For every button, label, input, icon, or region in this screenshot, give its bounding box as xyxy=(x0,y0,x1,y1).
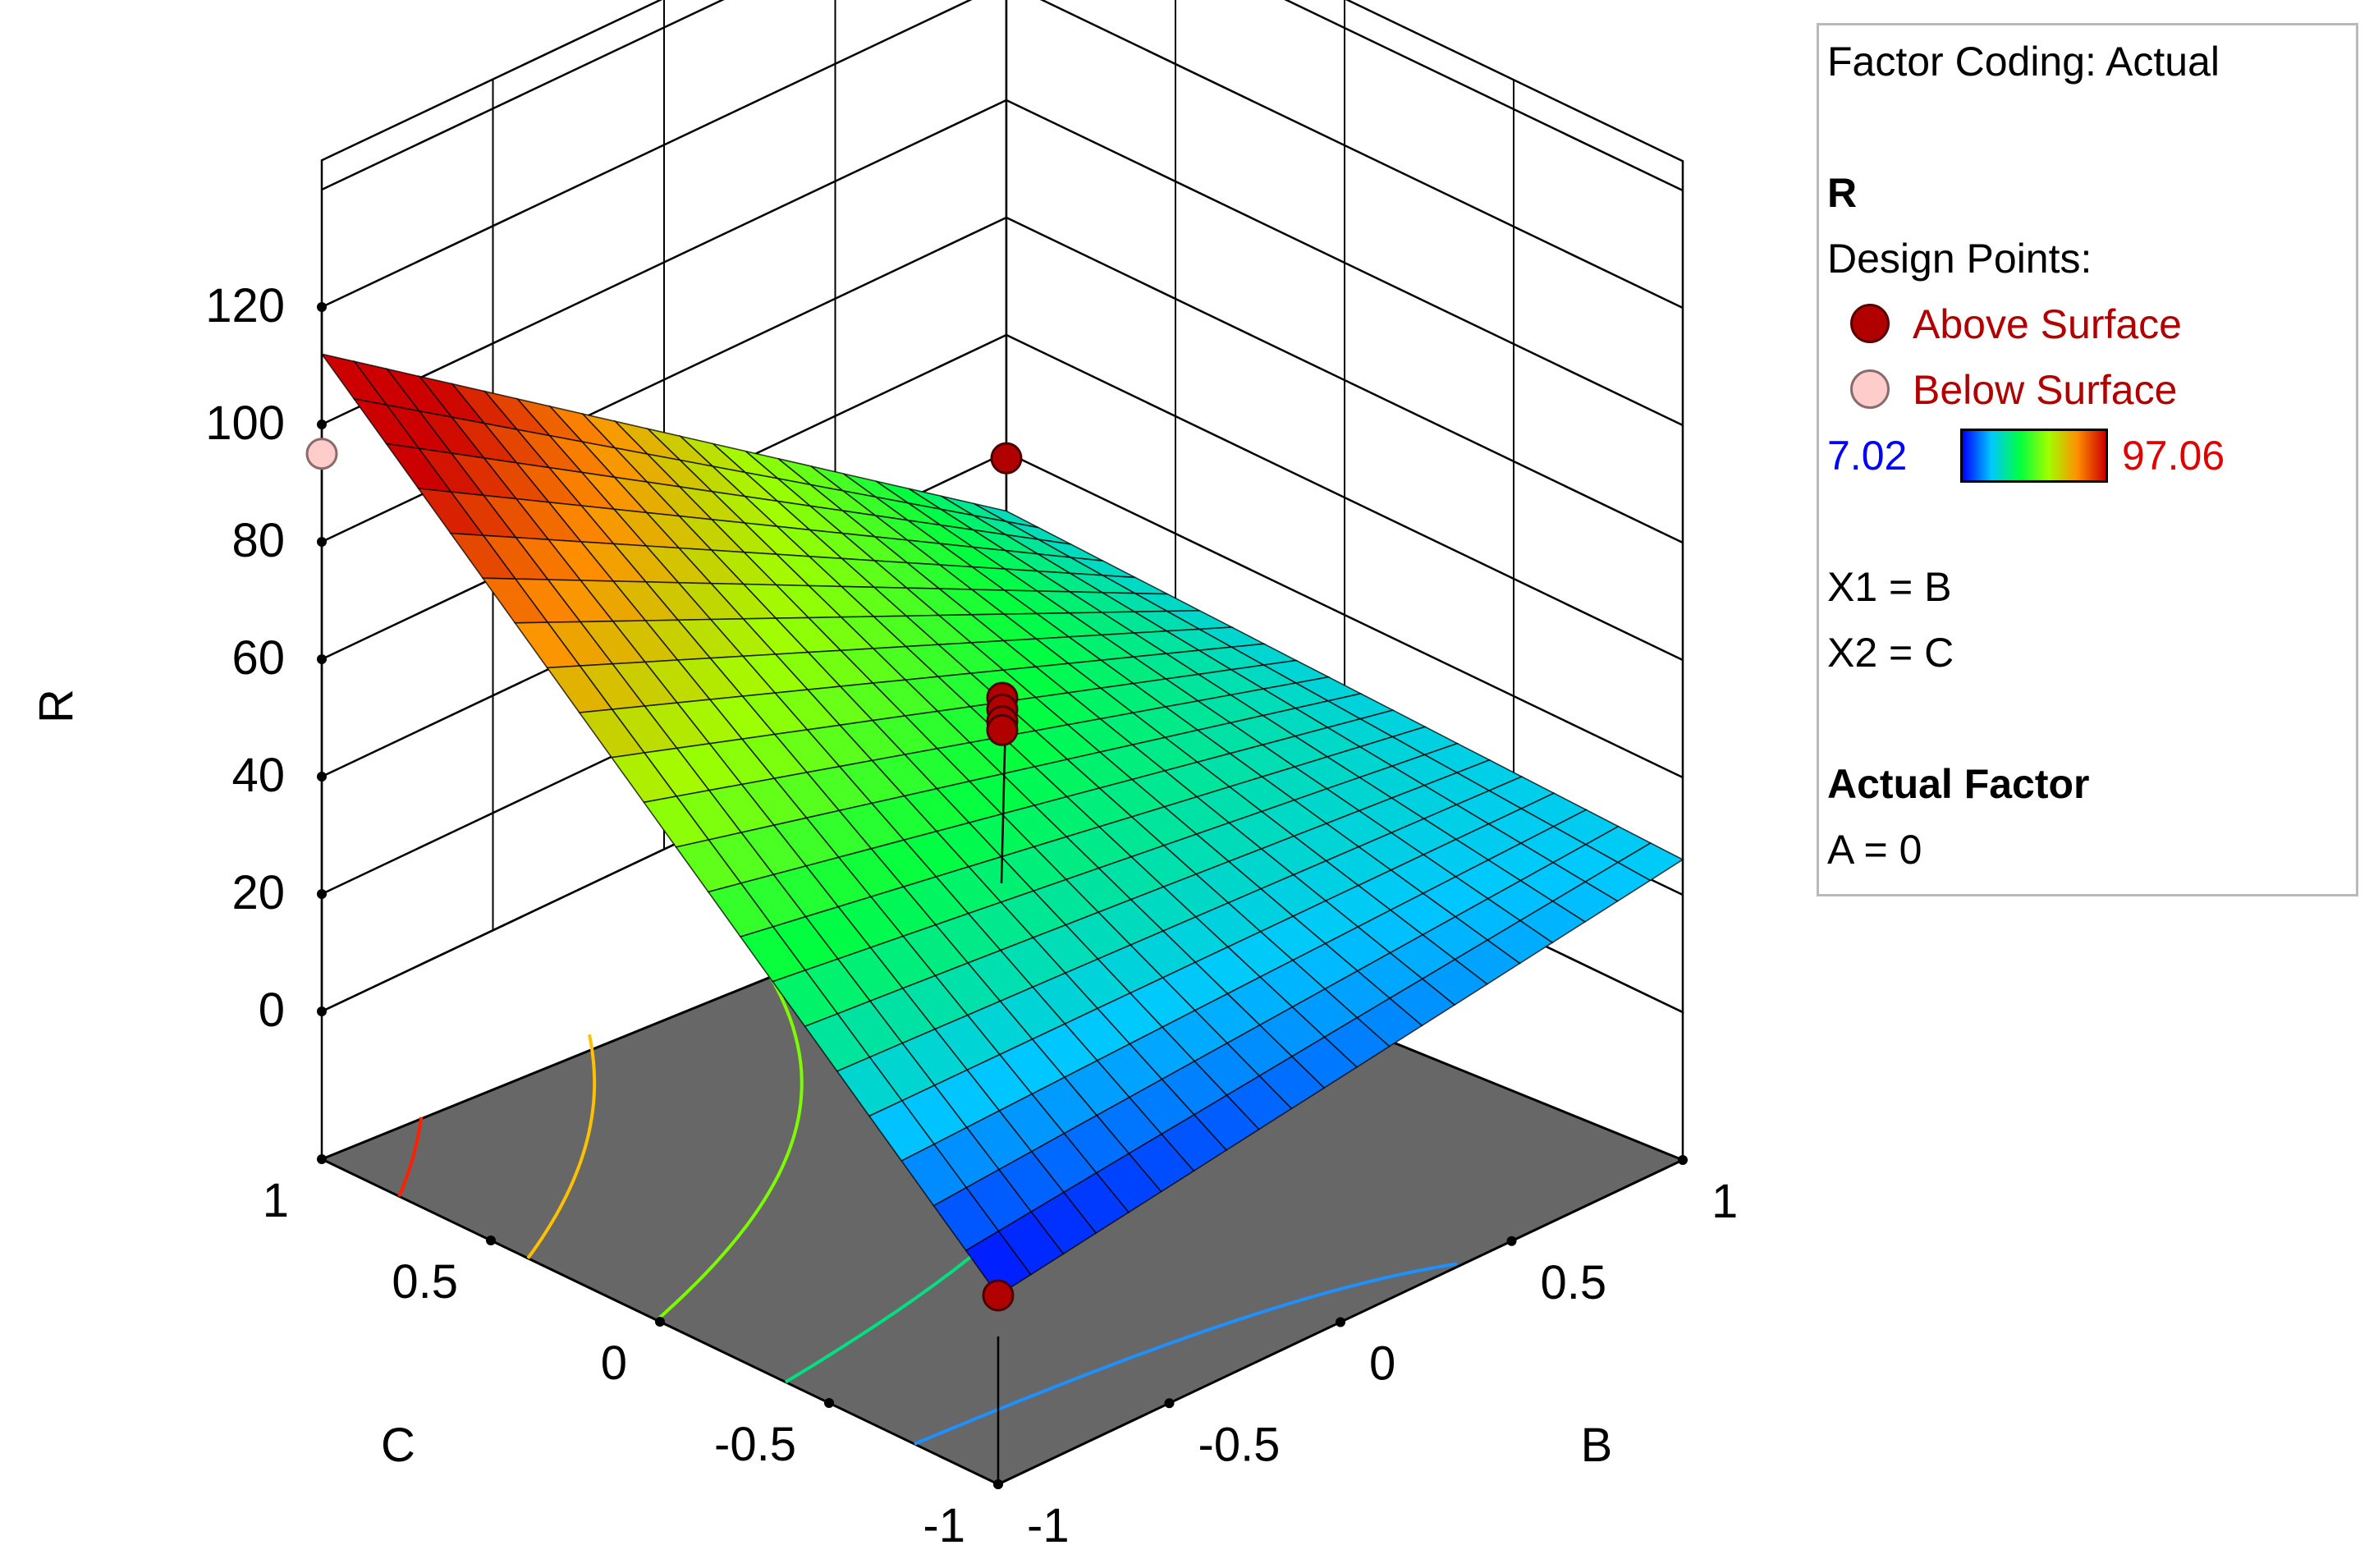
b-tick-mark xyxy=(1336,1317,1345,1327)
legend-above-surface: Above Surface xyxy=(1913,301,2182,347)
z-tick-label: 60 xyxy=(231,631,285,685)
b-tick-label: 1 xyxy=(1711,1175,1738,1228)
z-tick-label: 80 xyxy=(231,514,285,567)
legend-below-surface: Below Surface xyxy=(1913,367,2178,413)
legend-actual-factor-value: A = 0 xyxy=(1827,827,1922,873)
c-tick-label: 0 xyxy=(601,1336,627,1390)
b-tick-mark xyxy=(1678,1155,1688,1165)
legend-x2: X2 = C xyxy=(1827,630,1954,676)
z-tick-mark xyxy=(317,772,327,782)
colorbar-max-label: 97.06 xyxy=(2122,433,2225,479)
b-axis-title: B xyxy=(1581,1419,1613,1472)
b-tick-mark xyxy=(1164,1398,1175,1409)
contour-line-20 xyxy=(914,1262,1458,1446)
z-tick-label: 20 xyxy=(231,866,285,919)
c-tick-mark xyxy=(824,1398,834,1408)
c-tick-mark xyxy=(317,1154,327,1164)
contour-line-60 xyxy=(655,961,804,1322)
c-tick-label: -1 xyxy=(923,1499,965,1552)
b-tick-label: -0.5 xyxy=(1198,1418,1281,1471)
design-point-above xyxy=(986,713,1019,746)
z-tick-mark xyxy=(317,1006,327,1016)
z-tick-label: 120 xyxy=(205,279,285,332)
c-tick-mark xyxy=(993,1479,1003,1489)
surface-cell xyxy=(965,1230,1032,1297)
c-tick-label: 0.5 xyxy=(392,1255,458,1309)
design-point-above xyxy=(990,442,1023,475)
contour-line-80 xyxy=(526,1034,597,1259)
b-tick-mark xyxy=(1506,1236,1517,1246)
wall-gridline-z xyxy=(321,0,1684,309)
design-points xyxy=(305,438,1023,1312)
wall-gridline-z xyxy=(321,0,1684,192)
design-point-below xyxy=(305,438,338,470)
b-tick-label: 0.5 xyxy=(1541,1256,1607,1309)
c-tick-mark xyxy=(486,1236,496,1245)
z-tick-mark xyxy=(317,420,327,429)
c-tick-label: -0.5 xyxy=(714,1418,796,1471)
b-tick-label: -1 xyxy=(1027,1499,1070,1552)
z-tick-mark xyxy=(317,302,327,312)
z-tick-label: 0 xyxy=(259,983,285,1037)
legend-response: R xyxy=(1827,170,1858,216)
legend-actual-factor-title: Actual Factor xyxy=(1827,761,2090,807)
z-tick-mark xyxy=(317,537,327,547)
c-tick-label: 1 xyxy=(263,1174,289,1227)
design-point-above xyxy=(982,1279,1015,1312)
z-tick-mark xyxy=(317,889,327,899)
z-tick-label: 100 xyxy=(205,397,285,450)
axis-labels: 0 20 40 60 80 100 120 -1 -0.5 0 0.5 1 -1 -0.5 0 0.5 1 R B C xyxy=(30,279,1738,1552)
c-tick-mark xyxy=(655,1317,665,1327)
response-surface xyxy=(320,352,1684,1297)
above-surface-marker-icon xyxy=(1850,304,1890,343)
below-surface-marker-icon xyxy=(1850,369,1890,409)
c-axis-title: C xyxy=(381,1419,415,1472)
legend-factor-coding: Factor Coding: Actual xyxy=(1827,39,2220,85)
colorbar xyxy=(1960,429,2108,483)
colorbar-min-label: 7.02 xyxy=(1827,433,1908,479)
legend-x1: X1 = B xyxy=(1827,564,1952,610)
contour-line-100 xyxy=(397,1116,424,1198)
b-tick-label: 0 xyxy=(1369,1337,1395,1391)
legend-design-points-label: Design Points: xyxy=(1827,236,2092,282)
z-tick-label: 40 xyxy=(231,749,285,802)
z-axis-title: R xyxy=(30,689,83,723)
z-tick-mark xyxy=(317,654,327,664)
